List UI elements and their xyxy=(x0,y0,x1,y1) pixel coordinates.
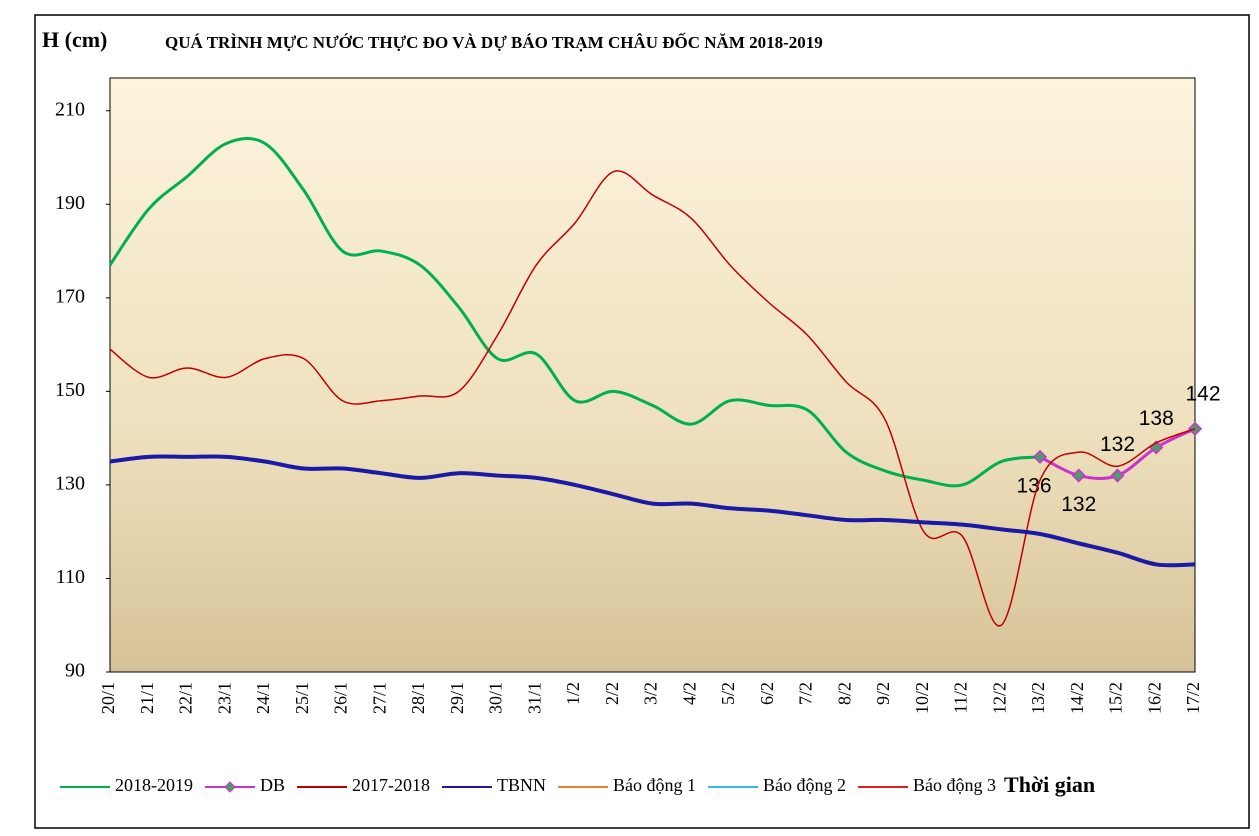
x-tick-label: 17/2 xyxy=(1183,682,1203,714)
x-tick-label: 27/1 xyxy=(369,682,389,714)
x-tick-label: 13/2 xyxy=(1028,682,1048,714)
y-tick-label: 110 xyxy=(56,566,85,588)
x-tick-label: 11/2 xyxy=(951,682,971,713)
y-tick-label: 130 xyxy=(55,473,85,495)
x-tick-label: 10/2 xyxy=(912,682,932,714)
data-label: 136 xyxy=(1016,474,1051,497)
x-tick-label: 22/1 xyxy=(176,682,196,714)
y-axis-label: H (cm) xyxy=(42,27,107,52)
legend-label: DB xyxy=(260,775,285,795)
y-tick-label: 150 xyxy=(55,379,85,401)
x-tick-label: 14/2 xyxy=(1067,682,1087,714)
chart-title: QUÁ TRÌNH MỰC NƯỚC THỰC ĐO VÀ DỰ BÁO TRẠ… xyxy=(165,32,823,52)
x-tick-label: 26/1 xyxy=(331,682,351,714)
x-tick-label: 6/2 xyxy=(757,682,777,705)
x-tick-label: 29/1 xyxy=(447,682,467,714)
legend-label: TBNN xyxy=(497,775,546,795)
x-tick-label: 5/2 xyxy=(718,682,738,705)
series-line xyxy=(109,170,1196,627)
x-tick-label: 20/1 xyxy=(98,682,118,714)
x-tick-label: 21/1 xyxy=(137,682,157,714)
x-tick-label: 3/2 xyxy=(641,682,661,705)
legend-label: Báo động 2 xyxy=(763,775,846,795)
x-tick-label: 15/2 xyxy=(1106,682,1126,714)
x-tick-label: 9/2 xyxy=(873,682,893,705)
x-tick-label: 7/2 xyxy=(796,682,816,705)
x-axis-label: Thời gian xyxy=(1004,772,1095,797)
legend-label: Báo động 1 xyxy=(613,775,696,795)
legend-label: 2017-2018 xyxy=(352,775,430,795)
marker xyxy=(1032,449,1048,464)
x-tick-label: 24/1 xyxy=(253,682,273,714)
legend-label: 2018-2019 xyxy=(115,775,193,795)
x-tick-label: 23/1 xyxy=(214,682,234,714)
x-tick-label: 28/1 xyxy=(408,682,428,714)
legend-label: Báo động 3 xyxy=(913,775,996,795)
y-tick-label: 170 xyxy=(55,285,85,307)
plot-area xyxy=(109,77,1196,673)
data-label: 132 xyxy=(1100,433,1135,456)
data-label: 138 xyxy=(1139,407,1174,430)
y-tick-label: 210 xyxy=(55,98,85,120)
legend-marker xyxy=(224,781,236,793)
x-tick-label: 1/2 xyxy=(563,682,583,705)
x-tick-label: 31/1 xyxy=(524,682,544,714)
x-tick-label: 30/1 xyxy=(486,682,506,714)
marker xyxy=(1187,421,1203,436)
y-tick-label: 190 xyxy=(55,192,85,214)
series-line xyxy=(109,454,1196,568)
marker xyxy=(1071,468,1086,483)
x-tick-label: 12/2 xyxy=(989,682,1009,714)
marker xyxy=(1110,468,1125,483)
data-label: 142 xyxy=(1185,382,1220,405)
x-tick-label: 4/2 xyxy=(679,682,699,705)
series-line xyxy=(108,137,1041,488)
x-tick-label: 16/2 xyxy=(1144,682,1164,714)
data-label: 132 xyxy=(1061,493,1096,516)
x-tick-label: 25/1 xyxy=(292,682,312,714)
x-tick-label: 2/2 xyxy=(602,682,622,705)
x-tick-label: 8/2 xyxy=(834,682,854,705)
y-tick-label: 90 xyxy=(65,660,85,682)
